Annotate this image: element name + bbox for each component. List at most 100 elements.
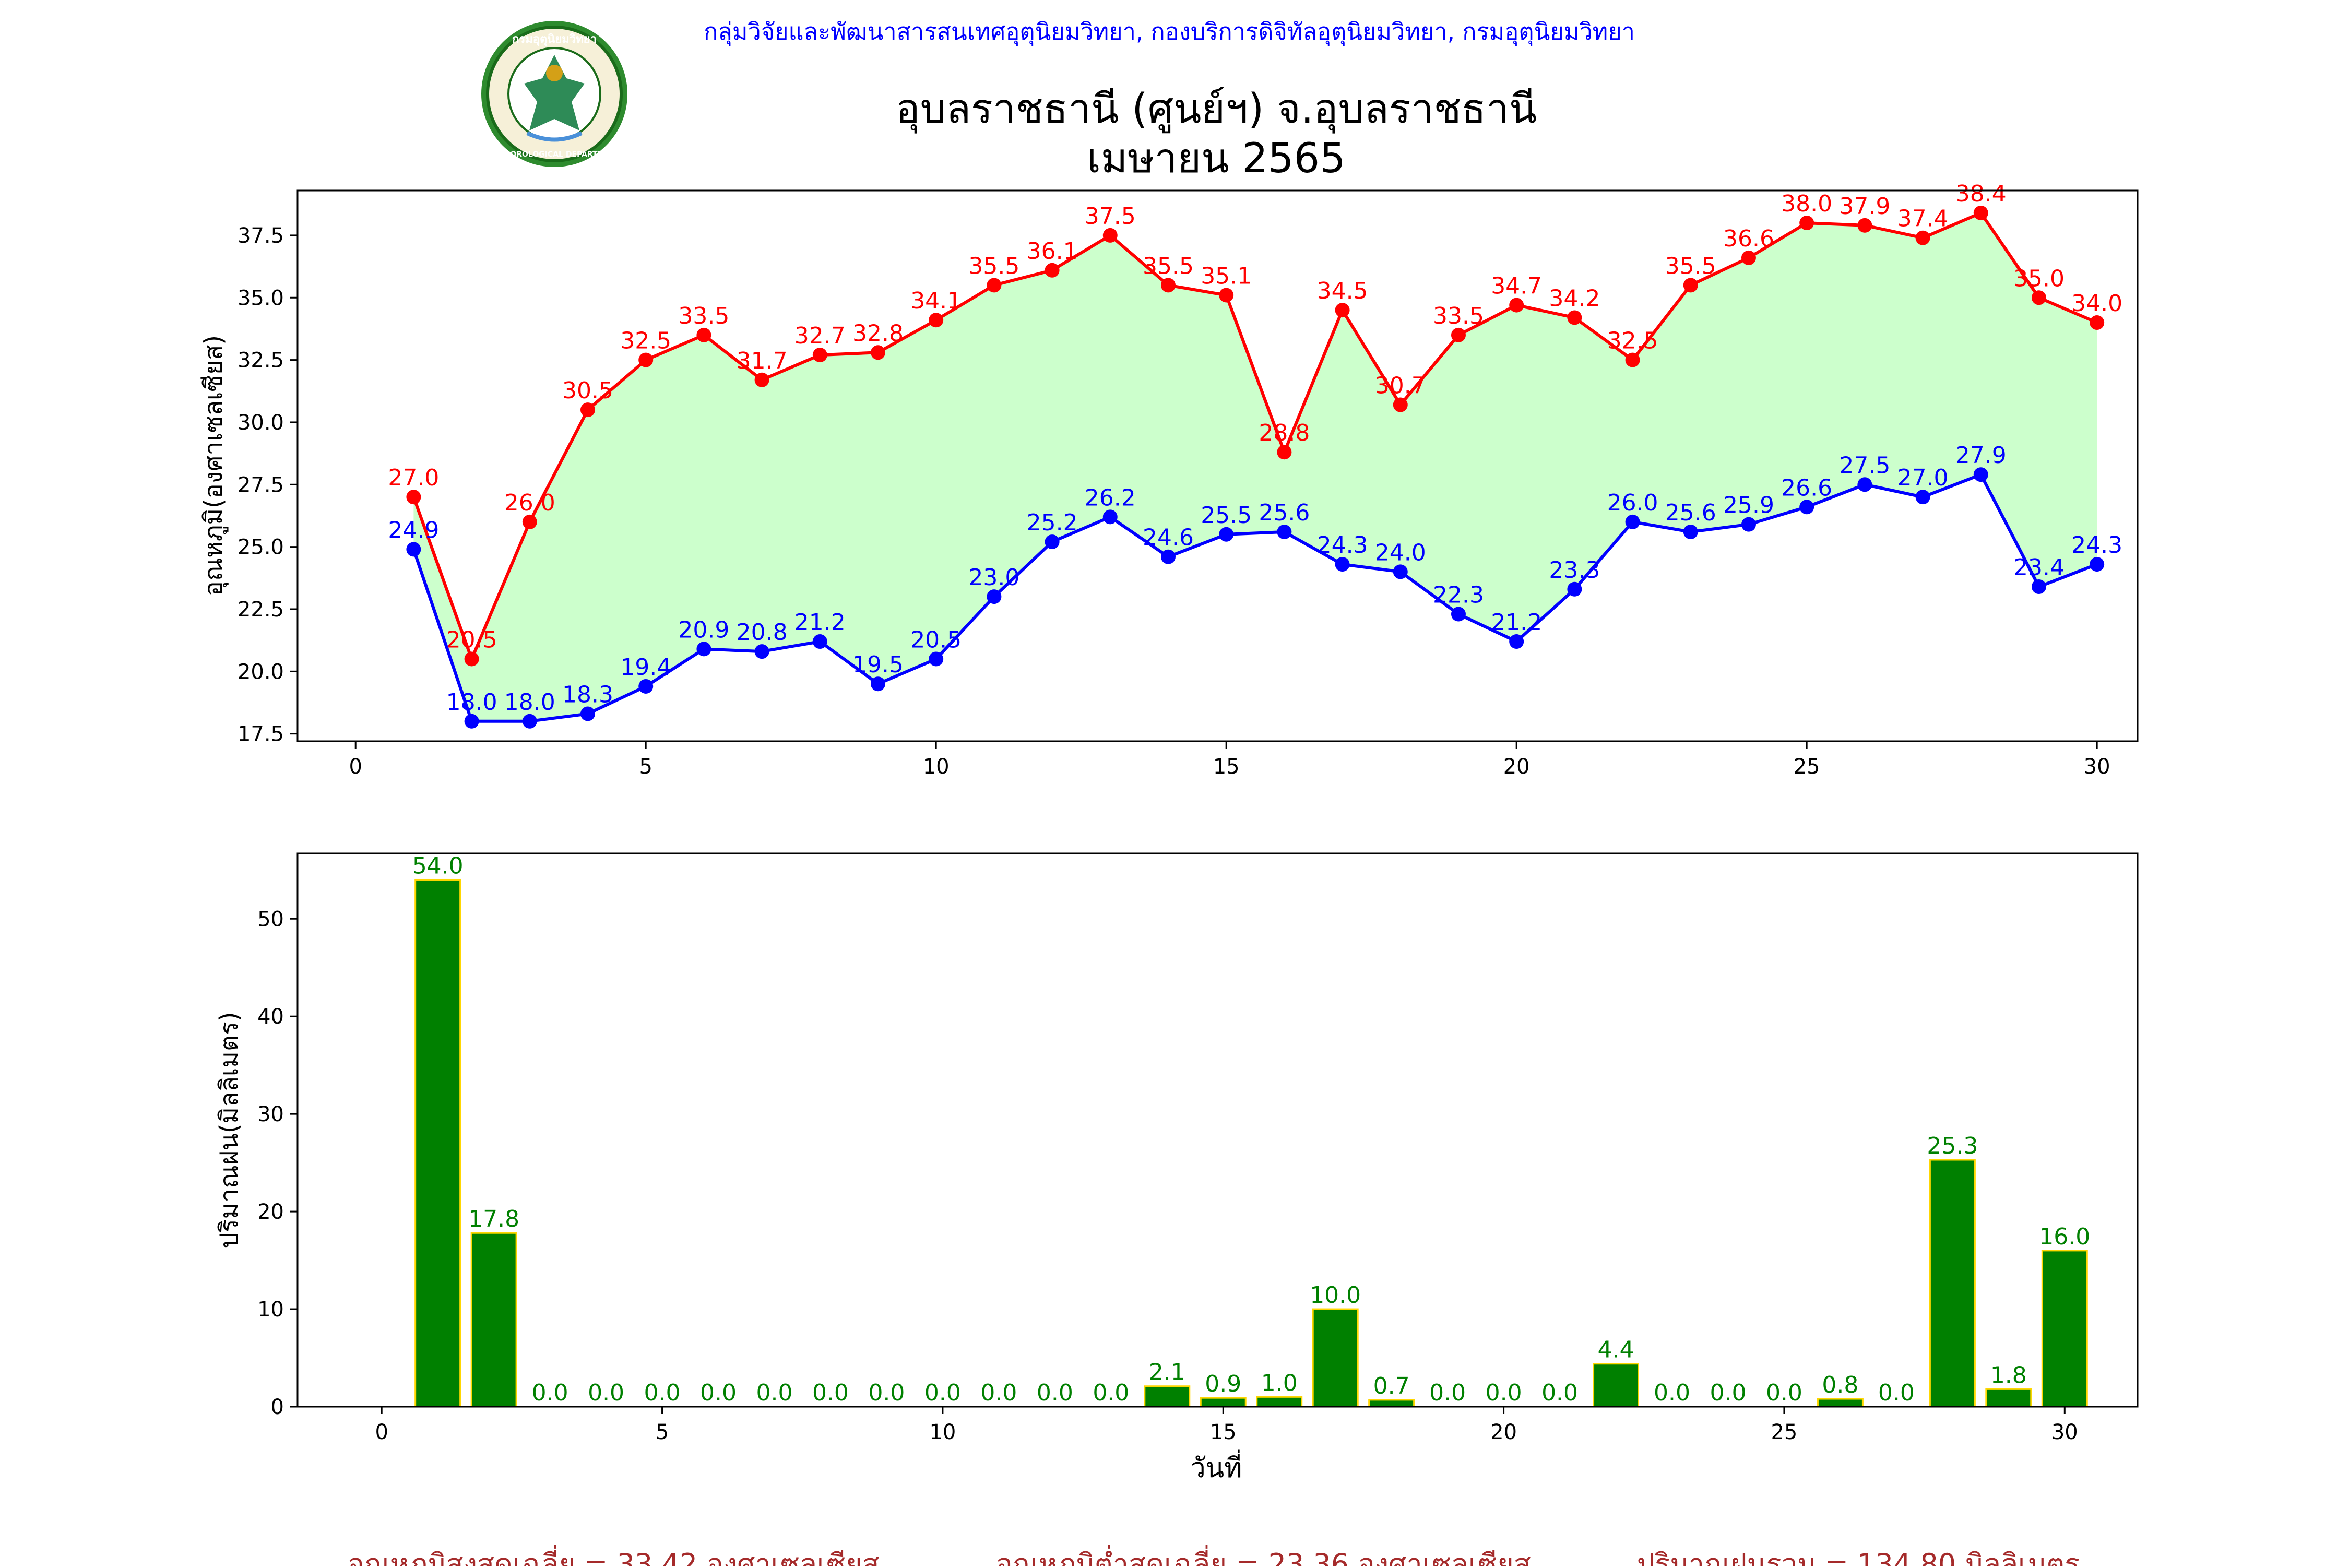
- temperature-x-tick-label: 20: [1503, 755, 1530, 779]
- max-temperature-value-label: 20.5: [446, 626, 497, 653]
- min-temperature-value-label: 21.2: [794, 609, 846, 636]
- min-temperature-value-label: 27.0: [1897, 465, 1949, 491]
- max-temperature-point: [1277, 445, 1292, 460]
- max-temperature-point: [638, 352, 654, 367]
- max-temperature-value-label: 37.4: [1897, 206, 1949, 232]
- rainfall-x-tick-label: 5: [656, 1420, 669, 1444]
- min-temperature-value-label: 24.9: [388, 517, 439, 543]
- rainfall-y-tick-label: 20: [257, 1200, 284, 1224]
- min-temperature-value-label: 18.3: [562, 681, 613, 708]
- min-temperature-point: [1045, 534, 1060, 550]
- rainfall-bar: [2041, 1250, 2088, 1408]
- max-temperature-point: [406, 490, 421, 505]
- min-temperature-value-label: 20.5: [910, 626, 962, 653]
- max-temperature-point: [1625, 352, 1640, 367]
- temperature-x-tick-label: 5: [639, 755, 652, 779]
- max-temperature-point: [2031, 290, 2046, 305]
- max-temperature-value-label: 34.0: [2071, 290, 2122, 317]
- max-temperature-point: [1160, 278, 1176, 293]
- rainfall-y-tick-label: 0: [271, 1395, 284, 1419]
- rainfall-value-label: 0.8: [1822, 1372, 1858, 1398]
- max-temperature-point: [1857, 218, 1872, 233]
- rainfall-x-tick-label: 15: [1210, 1420, 1237, 1444]
- temperature-y-axis-label: อุณหภูมิ(องศาเซลเซียส): [199, 335, 229, 596]
- rainfall-value-label: 0.0: [756, 1380, 792, 1406]
- max-temperature-point: [870, 345, 885, 360]
- rainfall-value-label: 0.0: [1093, 1380, 1129, 1406]
- max-temperature-line: [412, 211, 2098, 663]
- rainfall-value-label: 25.3: [1927, 1133, 1978, 1159]
- min-temperature-point: [1567, 581, 1582, 597]
- temperature-x-tick-label: 15: [1213, 755, 1240, 779]
- min-temperature-point: [406, 542, 421, 557]
- min-temperature-value-label: 24.3: [2071, 532, 2122, 559]
- rainfall-value-label: 0.0: [1541, 1380, 1578, 1406]
- max-temperature-value-label: 35.0: [2013, 265, 2065, 292]
- temperature-x-tick-label: 0: [349, 755, 362, 779]
- min-temperature-point: [1335, 557, 1350, 572]
- rainfall-bar: [1929, 1159, 1976, 1408]
- max-temperature-value-label: 34.1: [910, 288, 962, 314]
- max-temperature-point: [696, 327, 711, 342]
- min-temperature-point: [1741, 517, 1756, 532]
- max-temperature-value-label: 28.8: [1259, 420, 1310, 446]
- min-temperature-value-label: 25.6: [1665, 500, 1716, 526]
- max-temperature-value-label: 37.9: [1839, 193, 1890, 220]
- rainfall-value-label: 0.0: [1878, 1380, 1915, 1406]
- max-temperature-point: [1393, 397, 1408, 412]
- rainfall-bar: [1985, 1388, 2032, 1408]
- min-temperature-value-label: 19.4: [620, 654, 671, 681]
- max-temperature-point: [1509, 298, 1524, 313]
- min-temperature-point: [870, 676, 885, 692]
- max-temperature-value-label: 38.0: [1781, 191, 1832, 217]
- max-temperature-point: [1451, 327, 1466, 342]
- rainfall-value-label: 0.0: [812, 1380, 849, 1406]
- min-temperature-point: [1857, 477, 1872, 492]
- rainfall-x-tick-label: 10: [929, 1420, 956, 1444]
- max-temperature-point: [1335, 303, 1350, 318]
- rainfall-bar: [1144, 1385, 1191, 1408]
- rainfall-value-label: 0.0: [1486, 1380, 1522, 1406]
- min-temperature-point: [2031, 579, 2046, 595]
- min-temperature-value-label: 27.5: [1839, 452, 1890, 479]
- rainfall-value-label: 0.7: [1373, 1373, 1410, 1399]
- rainfall-value-label: 1.8: [1990, 1362, 2027, 1388]
- max-temperature-point: [2090, 315, 2105, 330]
- min-temperature-point: [2090, 557, 2105, 572]
- min-temperature-point: [1799, 500, 1814, 515]
- max-temperature-point: [1567, 310, 1582, 325]
- min-temperature-value-label: 21.2: [1491, 609, 1542, 636]
- max-temperature-point: [1799, 216, 1814, 231]
- min-temperature-value-label: 22.3: [1433, 582, 1484, 609]
- rainfall-value-label: 1.0: [1261, 1370, 1298, 1396]
- min-temperature-point: [638, 679, 654, 694]
- min-temperature-point: [464, 714, 479, 729]
- min-temperature-point: [1277, 525, 1292, 540]
- min-temperature-point: [754, 644, 769, 659]
- min-temperature-point: [1451, 607, 1466, 622]
- rainfall-value-label: 0.9: [1205, 1371, 1241, 1397]
- min-temperature-value-label: 25.6: [1259, 500, 1310, 526]
- temperature-y-tick-label: 27.5: [238, 473, 284, 497]
- min-temperature-line: [412, 472, 2098, 723]
- max-temperature-value-label: 32.5: [1607, 328, 1658, 354]
- min-temperature-value-label: 24.0: [1375, 539, 1426, 566]
- rainfall-value-label: 16.0: [2039, 1223, 2090, 1250]
- min-temperature-value-label: 20.9: [678, 616, 729, 643]
- min-temperature-value-label: 24.3: [1317, 532, 1368, 559]
- temperature-x-tick-label: 25: [1794, 755, 1820, 779]
- logo-top-text: กรมอุตุนิยมวิทยา: [512, 33, 597, 46]
- footer-total-rainfall: ปริมาณฝนรวม = 134.80 มิลลิเมตร: [1637, 1548, 2080, 1566]
- temperature-y-tick-label: 17.5: [238, 722, 284, 746]
- max-temperature-value-label: 26.0: [504, 490, 555, 516]
- max-temperature-value-label: 30.5: [562, 377, 613, 404]
- max-temperature-point: [1683, 278, 1698, 293]
- max-temperature-value-label: 38.4: [1955, 181, 2007, 207]
- min-temperature-point: [1219, 527, 1234, 542]
- min-temperature-value-label: 26.2: [1085, 484, 1136, 511]
- rainfall-bar: [414, 878, 461, 1408]
- max-temperature-value-label: 34.2: [1549, 285, 1600, 312]
- max-temperature-value-label: 34.5: [1317, 278, 1368, 304]
